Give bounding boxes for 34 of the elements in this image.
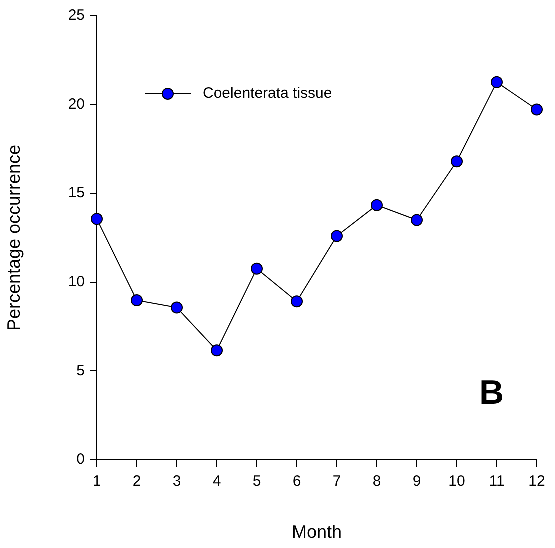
point	[171, 302, 183, 314]
y-tick-label: 10	[68, 274, 85, 291]
y-tick-label: 25	[68, 7, 85, 24]
x-tick-label: 9	[412, 473, 422, 490]
annotation: B	[479, 374, 504, 412]
x-tick-label: 1	[92, 473, 102, 490]
x-tick-label: 5	[252, 473, 262, 490]
legend-label: Coelenterata tissue	[203, 85, 332, 102]
point	[291, 296, 303, 308]
x-tick-label: 12	[528, 473, 546, 490]
y-axis-title: Percentage occurrence	[4, 144, 24, 332]
point	[211, 344, 223, 357]
x-tick-label: 3	[172, 473, 182, 490]
point	[91, 213, 103, 226]
x-tick-label: 7	[332, 473, 342, 490]
y-tick-label: 0	[76, 451, 85, 468]
y-tick-label: 15	[68, 184, 85, 202]
point	[131, 294, 143, 307]
x-tick-label: 8	[372, 473, 382, 490]
x-tick-label: 2	[132, 473, 142, 490]
y-tick-label: 20	[68, 96, 85, 113]
point	[371, 199, 383, 212]
point	[531, 104, 543, 116]
point	[491, 76, 503, 88]
x-axis-title: Month	[292, 522, 342, 542]
point	[451, 156, 463, 168]
x-tick-label: 6	[292, 473, 302, 490]
x-tick-label: 10	[448, 473, 466, 490]
point	[331, 230, 343, 242]
y-tick-label: 5	[76, 362, 85, 380]
x-tick-label: 4	[212, 473, 222, 490]
point	[411, 214, 423, 226]
point	[251, 262, 263, 275]
x-tick-label: 11	[489, 473, 505, 490]
